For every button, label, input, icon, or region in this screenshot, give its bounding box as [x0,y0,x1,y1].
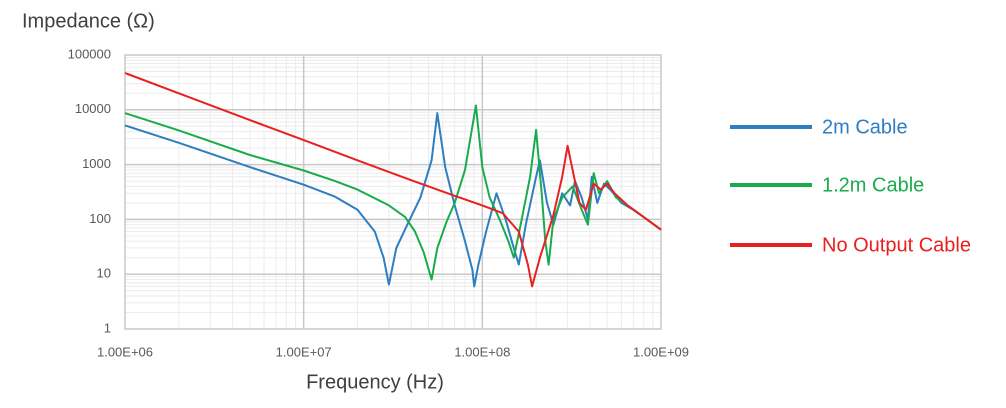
y-axis-label: Impedance (Ω) [22,10,155,32]
legend-label: No Output Cable [822,234,971,256]
x-tick-label: 1.00E+07 [276,344,332,359]
y-tick-label: 10000 [75,101,111,116]
series-line [124,72,662,288]
legend-label: 2m Cable [822,116,908,138]
y-tick-label: 10 [97,266,111,281]
y-tick-label: 100 [89,211,111,226]
series-line [124,112,662,288]
y-tick-label: 1 [104,320,111,335]
y-tick-label: 100000 [68,46,111,61]
plot-area [124,54,662,330]
legend-label: 1.2m Cable [822,174,924,196]
x-axis-label: Frequency (Hz) [306,371,444,393]
x-tick-label: 1.00E+06 [97,344,153,359]
x-tick-label: 1.00E+09 [633,344,689,359]
y-tick-label: 1000 [82,156,111,171]
x-tick-label: 1.00E+08 [454,344,510,359]
